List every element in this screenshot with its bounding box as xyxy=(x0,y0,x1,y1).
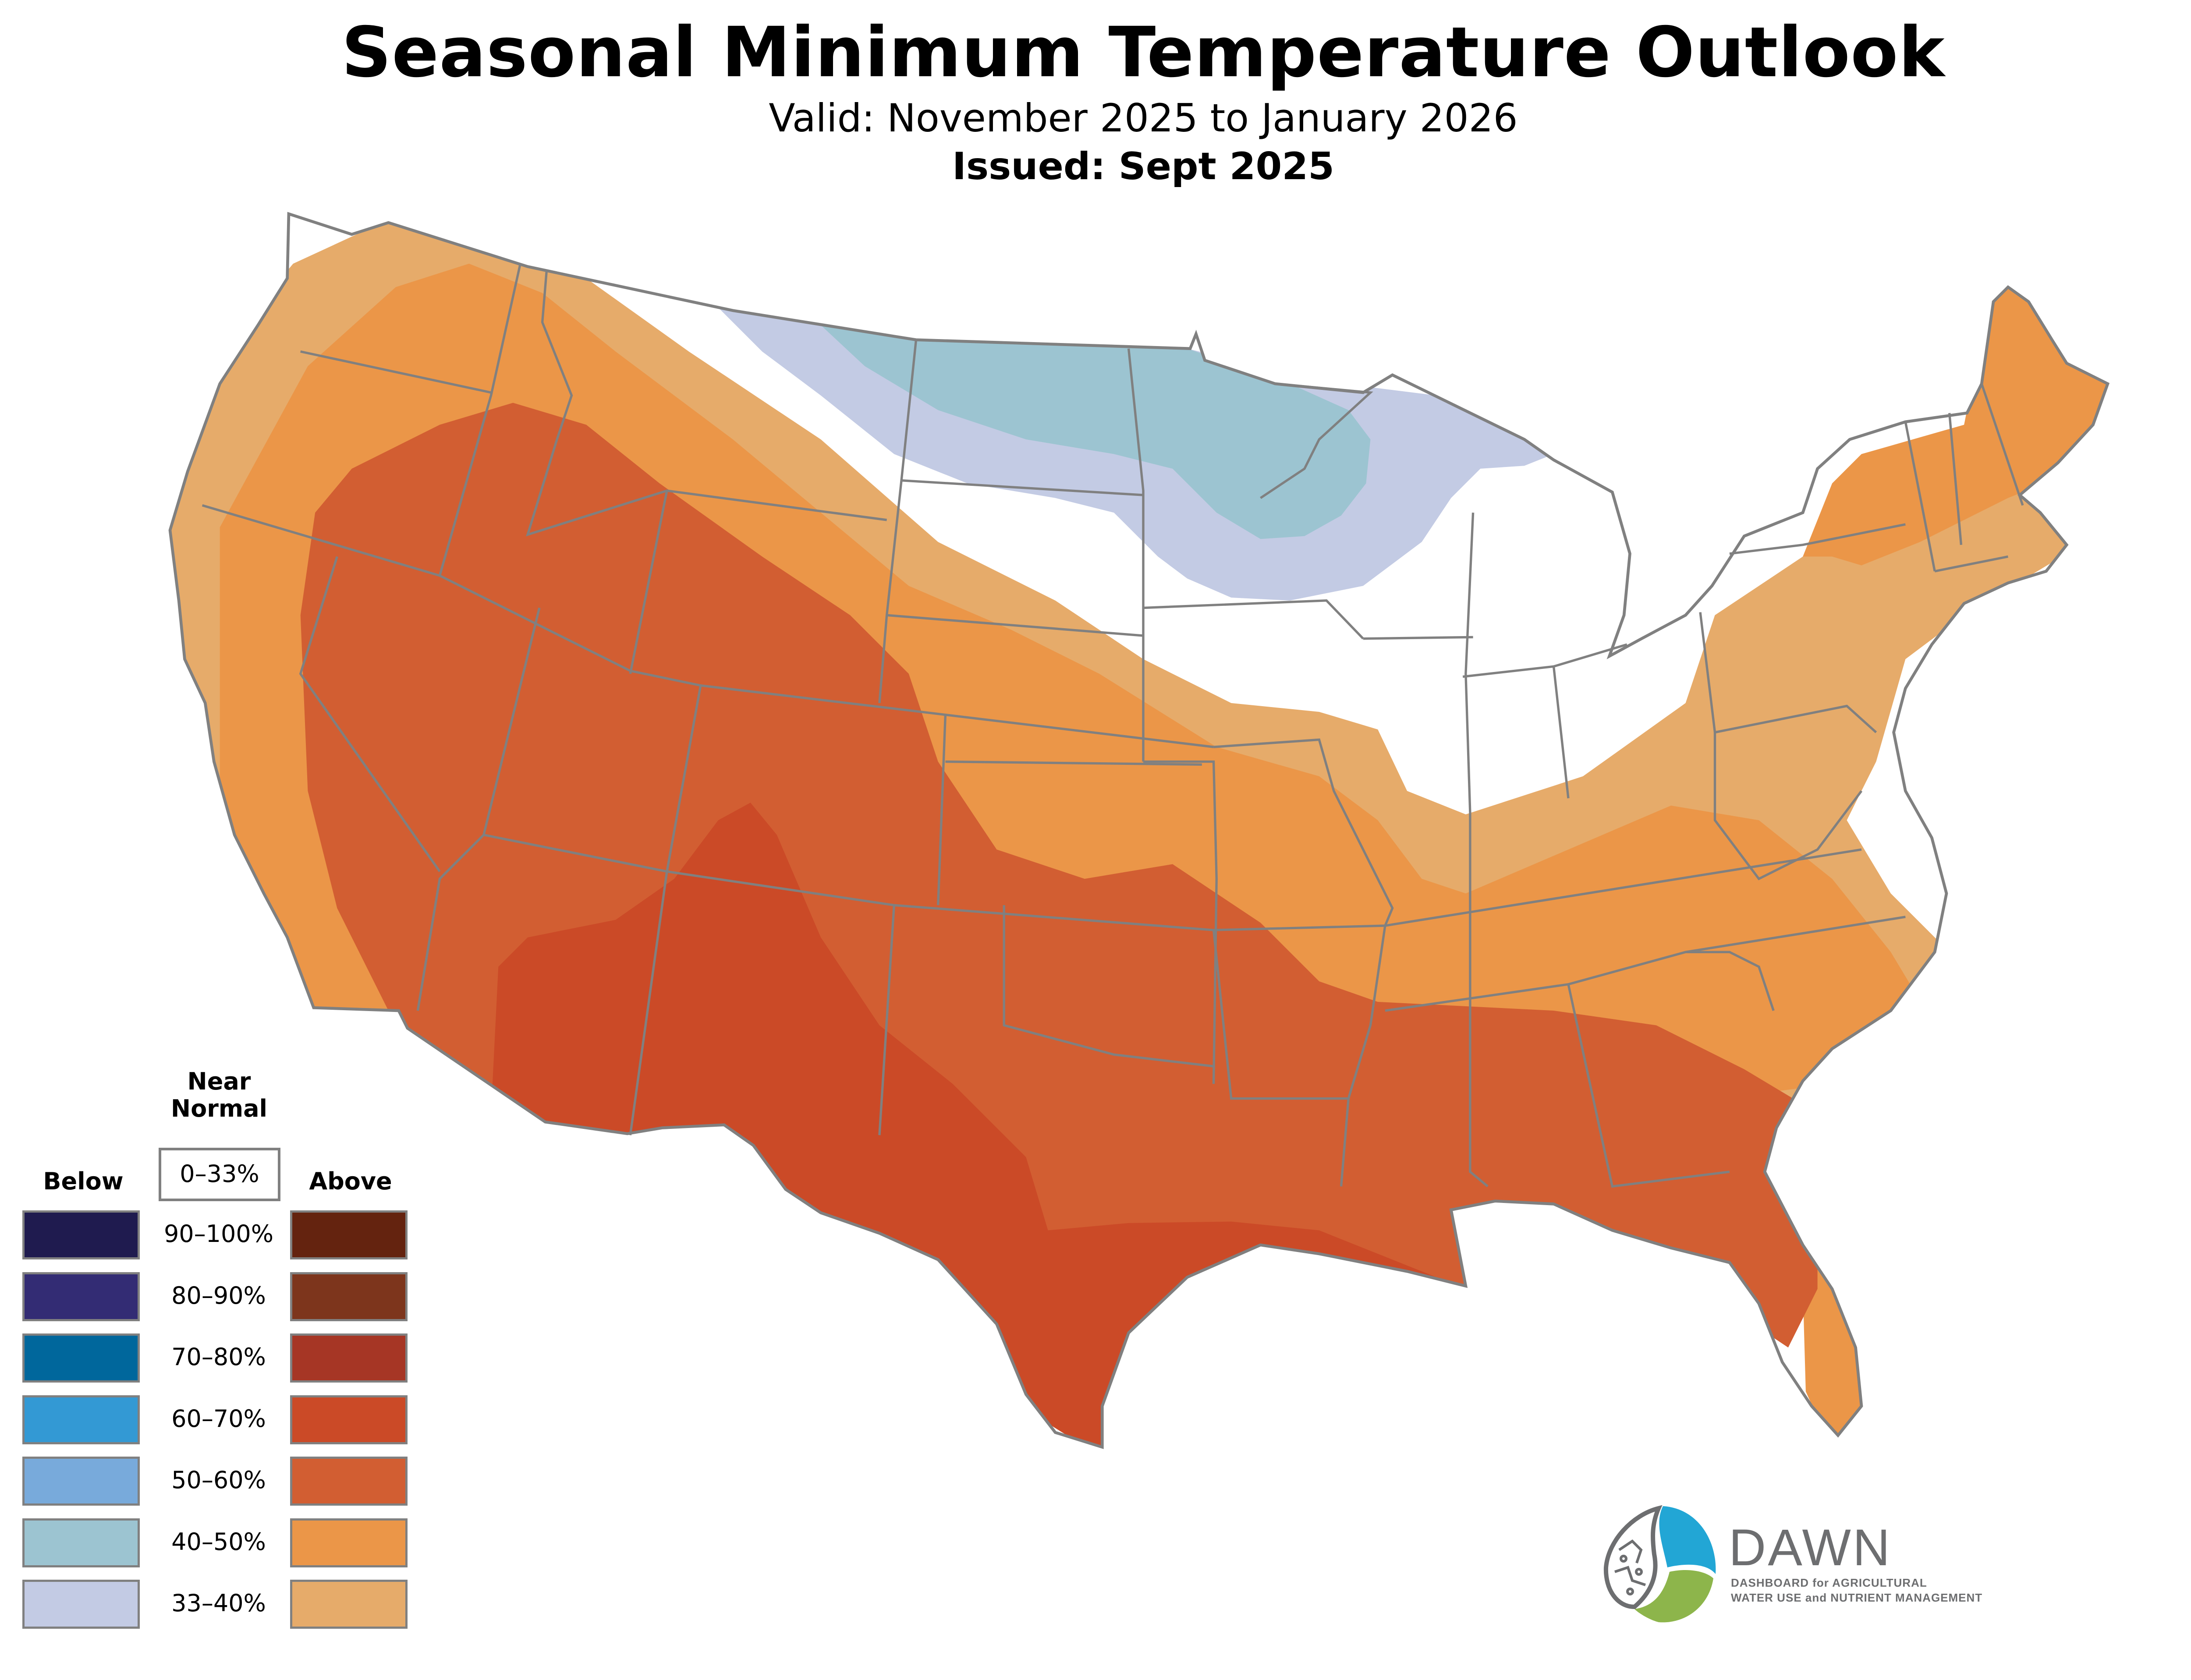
legend-swatch-above xyxy=(290,1333,408,1383)
legend-range-label: 60–70% xyxy=(171,1404,266,1432)
legend-above-heading: Above xyxy=(309,1167,392,1195)
logo-tagline-1: DASHBOARD for AGRICULTURAL xyxy=(1731,1576,1927,1589)
near-normal-swatch: 0–33% xyxy=(159,1148,280,1201)
legend-swatch-above xyxy=(290,1395,408,1444)
legend-range-label: 90–100% xyxy=(163,1220,274,1248)
legend-range-label: 33–40% xyxy=(171,1589,266,1617)
legend-swatch-below xyxy=(22,1580,140,1629)
legend-swatch-below xyxy=(22,1457,140,1506)
legend-swatch-above xyxy=(290,1272,408,1321)
near-label: Near xyxy=(187,1068,251,1095)
normal-label: Normal xyxy=(170,1095,268,1122)
legend-range-label: 80–90% xyxy=(171,1281,266,1309)
above-40-50-northeast xyxy=(1803,278,2108,566)
logo-wordmark: DAWN xyxy=(1729,1519,1892,1577)
legend-near-normal-heading: Near Normal xyxy=(149,1068,289,1122)
legend-swatch-below xyxy=(22,1210,140,1259)
legend-swatch-above xyxy=(290,1457,408,1506)
legend-swatch-below xyxy=(22,1333,140,1383)
issued-date: Issued: Sept 2025 xyxy=(952,145,1335,188)
valid-period: Valid: November 2025 to January 2026 xyxy=(769,95,1518,141)
legend-range-label: 50–60% xyxy=(171,1466,266,1494)
legend-below-heading: Below xyxy=(43,1167,124,1195)
page-title: Seasonal Minimum Temperature Outlook xyxy=(341,12,1945,93)
dawn-logo-icon xyxy=(1602,1503,1716,1623)
legend-swatch-below xyxy=(22,1272,140,1321)
legend-swatch-below xyxy=(22,1518,140,1567)
logo-tagline-2: WATER USE and NUTRIENT MANAGEMENT xyxy=(1731,1591,1983,1604)
legend-range-label: 40–50% xyxy=(171,1528,266,1556)
legend-swatch-above xyxy=(290,1518,408,1567)
above-40-50-florida xyxy=(1803,1259,1876,1447)
state-borders xyxy=(170,214,2108,1447)
legend-range-label: 70–80% xyxy=(171,1343,266,1371)
legend-swatch-below xyxy=(22,1395,140,1444)
legend-swatch-above xyxy=(290,1580,408,1629)
below-40-50 xyxy=(821,325,1371,539)
legend-swatch-above xyxy=(290,1210,408,1259)
